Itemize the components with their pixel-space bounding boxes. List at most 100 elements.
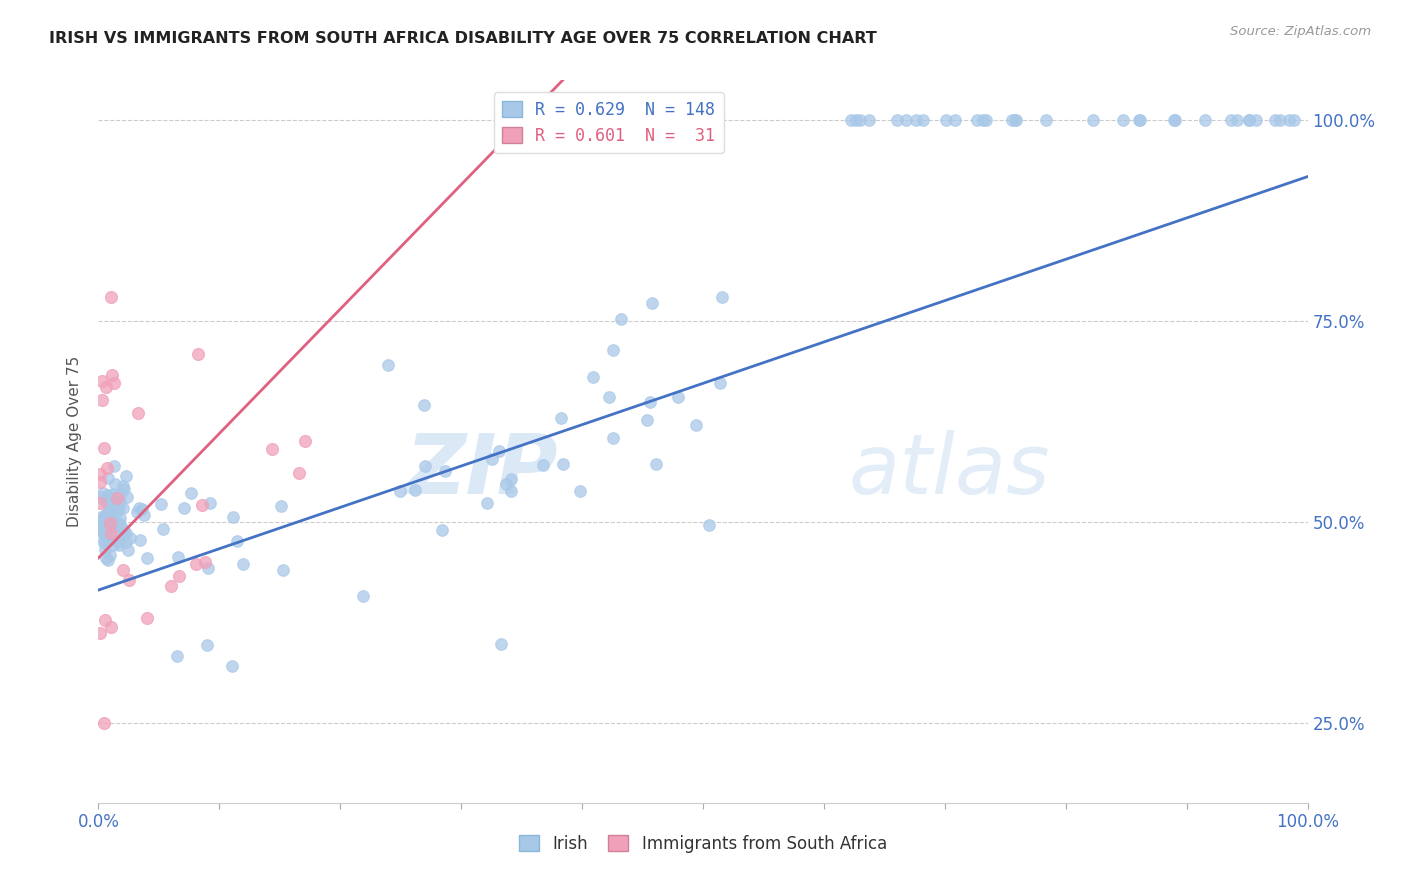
Point	[90, 491, 112, 505]
Point	[551, 457, 574, 471]
Point	[972, 113, 994, 128]
Point	[200, 496, 222, 510]
Point	[194, 555, 217, 569]
Point	[93, 509, 115, 524]
Point	[89, 467, 111, 481]
Point	[136, 550, 159, 565]
Point	[1244, 113, 1267, 128]
Point	[709, 376, 731, 391]
Point	[91, 524, 114, 539]
Point	[905, 113, 928, 128]
Point	[98, 516, 121, 531]
Point	[89, 496, 111, 510]
Point	[697, 517, 720, 532]
Point	[100, 507, 122, 521]
Point	[167, 569, 190, 583]
Point	[1277, 113, 1299, 128]
Point	[100, 503, 122, 517]
Point	[128, 533, 150, 547]
Point	[111, 500, 134, 515]
Point	[1164, 113, 1187, 128]
Point	[180, 486, 202, 500]
Point	[112, 522, 135, 536]
Point	[1284, 113, 1306, 128]
Point	[1237, 113, 1260, 128]
Point	[91, 374, 114, 388]
Point	[127, 406, 149, 420]
Point	[91, 526, 114, 541]
Point	[270, 499, 292, 513]
Point	[100, 490, 122, 504]
Point	[260, 442, 283, 457]
Point	[1004, 113, 1026, 128]
Text: atlas: atlas	[848, 430, 1050, 511]
Point	[610, 312, 633, 326]
Point	[166, 648, 188, 663]
Point	[105, 491, 128, 505]
Point	[475, 496, 498, 510]
Text: IRISH VS IMMIGRANTS FROM SOUTH AFRICA DISABILITY AGE OVER 75 CORRELATION CHART: IRISH VS IMMIGRANTS FROM SOUTH AFRICA DI…	[49, 31, 877, 46]
Point	[94, 613, 117, 627]
Point	[93, 533, 115, 547]
Point	[152, 522, 174, 536]
Point	[128, 501, 150, 516]
Point	[117, 573, 139, 587]
Point	[488, 444, 510, 458]
Point	[167, 549, 190, 564]
Point	[97, 553, 120, 567]
Point	[974, 113, 997, 128]
Point	[125, 505, 148, 519]
Point	[103, 538, 125, 552]
Point	[404, 483, 426, 498]
Point	[501, 472, 523, 486]
Point	[89, 513, 111, 527]
Point	[104, 517, 127, 532]
Point	[221, 659, 243, 673]
Point	[118, 531, 141, 545]
Point	[602, 431, 624, 445]
Point	[97, 488, 120, 502]
Point	[849, 113, 872, 128]
Point	[352, 590, 374, 604]
Point	[389, 483, 412, 498]
Point	[160, 579, 183, 593]
Point	[602, 343, 624, 357]
Point	[273, 563, 295, 577]
Point	[481, 451, 503, 466]
Point	[644, 457, 666, 471]
Point	[911, 113, 934, 128]
Point	[1001, 113, 1024, 128]
Point	[89, 626, 111, 640]
Point	[886, 113, 908, 128]
Point	[115, 469, 138, 483]
Point	[943, 113, 966, 128]
Point	[98, 533, 121, 547]
Point	[225, 534, 247, 549]
Point	[101, 487, 124, 501]
Point	[100, 525, 122, 540]
Text: Source: ZipAtlas.com: Source: ZipAtlas.com	[1230, 25, 1371, 38]
Point	[495, 477, 517, 491]
Point	[197, 560, 219, 574]
Point	[96, 551, 118, 566]
Point	[430, 523, 453, 537]
Point	[636, 413, 658, 427]
Point	[96, 518, 118, 533]
Point	[190, 498, 212, 512]
Point	[104, 516, 127, 530]
Point	[858, 113, 880, 128]
Point	[89, 475, 111, 490]
Point	[184, 558, 207, 572]
Point	[935, 113, 957, 128]
Point	[1226, 113, 1249, 128]
Point	[111, 478, 134, 492]
Point	[413, 459, 436, 474]
Point	[187, 347, 209, 361]
Point	[1219, 113, 1241, 128]
Point	[108, 535, 131, 549]
Point	[1083, 113, 1105, 128]
Point	[89, 517, 111, 532]
Point	[550, 411, 572, 425]
Point	[98, 548, 121, 562]
Point	[222, 509, 245, 524]
